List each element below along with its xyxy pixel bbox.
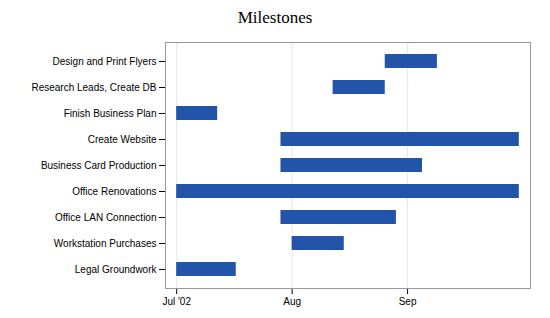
svg-text:Create Website: Create Website: [88, 134, 157, 145]
svg-text:Research Leads, Create DB: Research Leads, Create DB: [31, 82, 156, 93]
svg-text:Sep: Sep: [399, 296, 417, 307]
svg-text:Office Renovations: Office Renovations: [72, 186, 156, 197]
svg-text:Workstation Purchases: Workstation Purchases: [54, 238, 157, 249]
svg-text:Business Card Production: Business Card Production: [41, 160, 157, 171]
svg-text:Legal Groundwork: Legal Groundwork: [75, 264, 158, 275]
svg-text:Design and Print Flyers: Design and Print Flyers: [53, 56, 157, 67]
svg-text:Office LAN Connection: Office LAN Connection: [55, 212, 157, 223]
html-text:Milestones: Milestones: [237, 8, 313, 27]
svg-text:Aug: Aug: [283, 296, 301, 307]
svg-text:Finish Business Plan: Finish Business Plan: [64, 108, 157, 119]
svg-text:Jul '02: Jul '02: [162, 296, 191, 307]
